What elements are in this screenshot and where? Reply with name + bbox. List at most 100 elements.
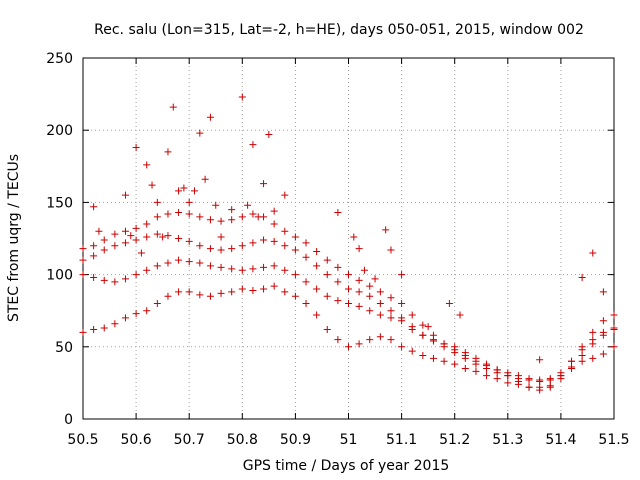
data-point [180,184,188,192]
data-point [355,288,363,296]
data-point [376,311,384,319]
data-point [90,203,98,211]
y-tick-label: 50 [55,340,73,356]
data-point [382,226,390,234]
y-tick-label: 100 [46,268,73,284]
data-point [249,265,257,273]
data-point [376,333,384,341]
data-point [79,271,87,279]
data-point [599,317,607,325]
data-point [525,375,533,383]
data-point [270,220,278,228]
data-point [589,249,597,257]
data-point [281,266,289,274]
data-point [153,198,161,206]
data-point [238,285,246,293]
data-point [610,311,618,319]
data-point [334,263,342,271]
data-point [472,357,480,365]
data-point [196,259,204,267]
data-point [143,161,151,169]
data-point [238,266,246,274]
data-point [217,263,225,271]
data-point [456,311,464,319]
data-point [398,271,406,279]
data-point [599,331,607,339]
data-point [228,265,236,273]
data-point [387,307,395,315]
data-point [228,216,236,224]
data-point [398,299,406,307]
data-point [153,299,161,307]
data-point [578,273,586,281]
data-point [153,262,161,270]
data-point [345,343,352,351]
data-point [546,383,554,391]
data-point [323,271,331,279]
data-point [398,314,406,322]
data-point [291,292,299,300]
x-tick-label: 51.1 [386,432,417,448]
data-point [212,201,220,209]
data-point [345,285,352,293]
data-point [100,276,108,284]
data-point [95,227,103,235]
data-point [185,237,193,245]
data-point [387,294,395,302]
data-point [206,113,214,121]
data-point [302,299,310,307]
data-point [291,271,299,279]
data-point [483,362,491,370]
data-point [589,354,597,362]
data-point [355,340,363,348]
data-point [525,383,533,391]
data-point [175,288,183,296]
data-point [196,242,204,250]
data-point [451,346,459,354]
data-point [100,236,108,244]
data-point [249,286,257,294]
data-point [419,321,427,329]
data-point [164,232,172,240]
data-point [265,131,273,139]
x-tick-label: 50.6 [121,432,152,448]
data-point [302,239,310,247]
data-point [472,367,480,375]
data-point [355,276,363,284]
data-point [445,299,453,307]
data-point [185,198,193,206]
data-point [440,340,448,348]
data-point [244,201,252,209]
data-point [334,297,342,305]
data-point [143,266,151,274]
data-point [206,245,214,253]
data-point [408,347,416,355]
x-tick-label: 50.5 [67,432,98,448]
data-point [132,236,140,244]
data-point [164,292,172,300]
data-point [111,242,119,250]
data-point [451,360,459,368]
data-point [79,245,87,253]
data-point [345,299,352,307]
y-axis-label: STEC from uqrg / TECUs [6,154,22,322]
data-point [100,324,108,332]
data-point [206,262,214,270]
data-point [260,285,268,293]
data-point [228,245,236,253]
data-point [79,256,87,264]
data-point [376,288,384,296]
data-point [185,288,193,296]
data-point [206,216,214,224]
data-point [483,372,491,380]
data-point [578,351,586,359]
data-point [387,314,395,322]
data-point [228,288,236,296]
data-point [366,292,374,300]
data-point [127,232,135,240]
data-point [355,245,363,253]
data-point [493,366,501,374]
data-point [185,258,193,266]
data-point [334,336,342,344]
x-tick-label: 50.9 [280,432,311,448]
